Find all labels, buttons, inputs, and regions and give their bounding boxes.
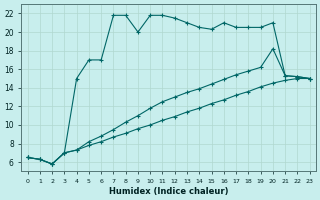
X-axis label: Humidex (Indice chaleur): Humidex (Indice chaleur): [109, 187, 228, 196]
